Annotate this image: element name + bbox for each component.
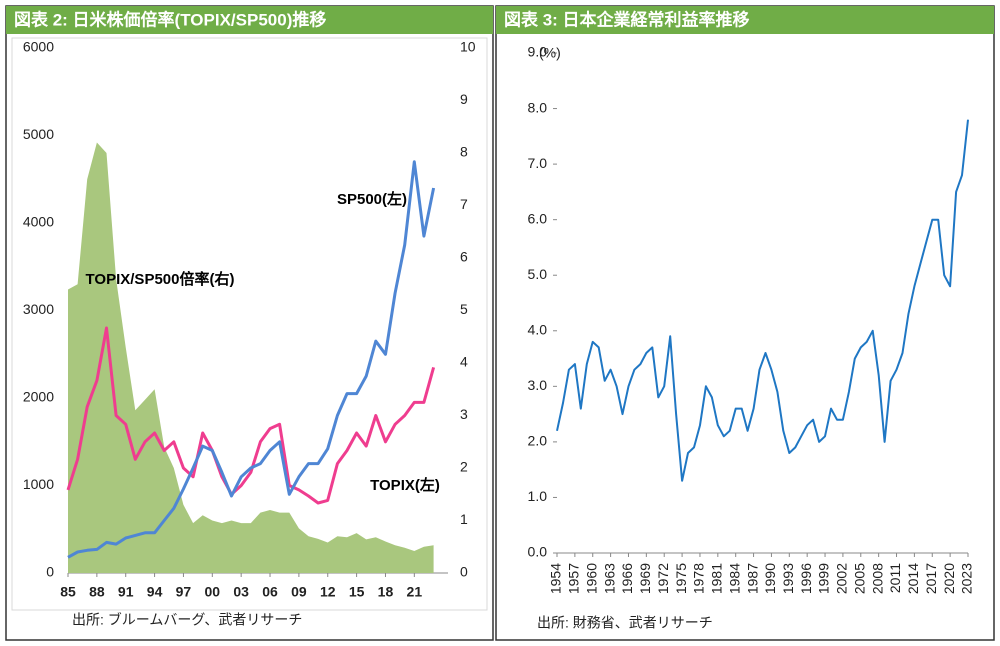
- x-tick-label: 18: [378, 584, 394, 600]
- y-tick-label: 0.0: [528, 544, 548, 560]
- panel-header: [6, 6, 493, 34]
- x-tick-label: 1999: [816, 563, 832, 594]
- annotation: SP500(左): [337, 190, 407, 208]
- y-tick-label: 6.0: [528, 210, 548, 226]
- y2-tick-label: 0: [460, 564, 468, 580]
- x-tick-label: 1957: [566, 563, 582, 594]
- y2-tick-label: 2: [460, 459, 468, 475]
- y-axis-label: (%): [539, 45, 561, 61]
- panel-header: [496, 6, 994, 34]
- source: 出所: ブルームバーグ、武者リサーチ: [72, 612, 302, 628]
- x-tick-label: 1972: [655, 563, 671, 594]
- y2-tick-label: 8: [460, 144, 468, 160]
- line: [556, 119, 969, 482]
- y-tick-label: 3000: [23, 301, 54, 317]
- source: 出所: 財務省、武者リサーチ: [537, 615, 713, 631]
- y-tick-label: 8.0: [528, 99, 548, 115]
- x-tick-label: 1966: [619, 563, 635, 594]
- annotation: TOPIX(左): [370, 476, 440, 494]
- x-tick-label: 2017: [923, 563, 939, 594]
- y-tick-label: 7.0: [528, 155, 548, 171]
- y-tick-label: 9.0: [528, 44, 548, 60]
- y-tick-label: 1.0: [528, 488, 548, 504]
- y2-tick-label: 1: [460, 511, 468, 527]
- y-tick-label: 6000: [23, 39, 54, 55]
- chart-title: 図表 3: 日本企業経常利益率推移: [504, 9, 750, 29]
- y-tick-label: 0: [46, 564, 54, 580]
- x-tick-label: 1981: [709, 563, 725, 594]
- x-tick-label: 2005: [851, 563, 867, 594]
- x-tick-label: 1975: [673, 563, 689, 594]
- y2-tick-label: 3: [460, 406, 468, 422]
- y2-tick-label: 5: [460, 301, 468, 317]
- line: [67, 160, 436, 559]
- x-tick-label: 1954: [548, 563, 564, 594]
- line: [66, 326, 436, 505]
- y-tick-label: 4.0: [528, 321, 548, 337]
- x-tick-label: 85: [60, 584, 76, 600]
- x-tick-label: 88: [89, 584, 105, 600]
- x-tick-label: 09: [291, 584, 307, 600]
- x-tick-label: 1987: [744, 563, 760, 594]
- x-tick-label: 12: [320, 584, 336, 600]
- x-tick-label: 2023: [959, 563, 975, 594]
- x-tick-label: 2011: [887, 563, 903, 593]
- x-tick-label: 1963: [601, 563, 617, 594]
- y2-tick-label: 6: [460, 249, 468, 265]
- x-tick-label: 2020: [941, 563, 957, 594]
- x-tick-label: 06: [262, 584, 278, 600]
- x-tick-label: 1969: [637, 563, 653, 594]
- x-tick-label: 2014: [905, 563, 921, 594]
- plot-frame: [11, 37, 488, 611]
- x-tick-label: 15: [349, 584, 365, 600]
- y2-tick-label: 10: [460, 39, 476, 55]
- y-tick-label: 1000: [23, 476, 54, 492]
- y-tick-label: 4000: [23, 214, 54, 230]
- x-tick-label: 97: [176, 584, 192, 600]
- x-tick-label: 2002: [834, 563, 850, 594]
- y-tick-label: 5.0: [528, 266, 548, 282]
- x-tick-label: 1993: [780, 563, 796, 594]
- y2-tick-label: 7: [460, 196, 468, 212]
- x-tick-label: 21: [407, 584, 423, 600]
- x-tick-label: 91: [118, 584, 134, 600]
- y2-tick-label: 9: [460, 91, 468, 107]
- x-tick-label: 00: [205, 584, 221, 600]
- x-tick-label: 1984: [726, 563, 742, 594]
- chart-title: 図表 2: 日米株価倍率(TOPIX/SP500)推移: [14, 9, 326, 29]
- annotation: TOPIX/SP500倍率(右): [86, 270, 235, 288]
- x-tick-label: 1960: [583, 563, 599, 594]
- x-tick-label: 94: [147, 584, 163, 600]
- x-tick-label: 2008: [869, 563, 885, 594]
- y2-tick-label: 4: [460, 354, 468, 370]
- panel: [495, 5, 995, 641]
- y-tick-label: 2000: [23, 389, 54, 405]
- y-tick-label: 5000: [23, 126, 54, 142]
- x-tick-label: 1978: [691, 563, 707, 594]
- y-tick-label: 3.0: [528, 377, 548, 393]
- x-tick-label: 1990: [762, 563, 778, 594]
- y-tick-label: 2.0: [528, 433, 548, 449]
- x-tick-label: 03: [233, 584, 249, 600]
- area: [68, 142, 434, 573]
- x-tick-label: 1996: [798, 563, 814, 594]
